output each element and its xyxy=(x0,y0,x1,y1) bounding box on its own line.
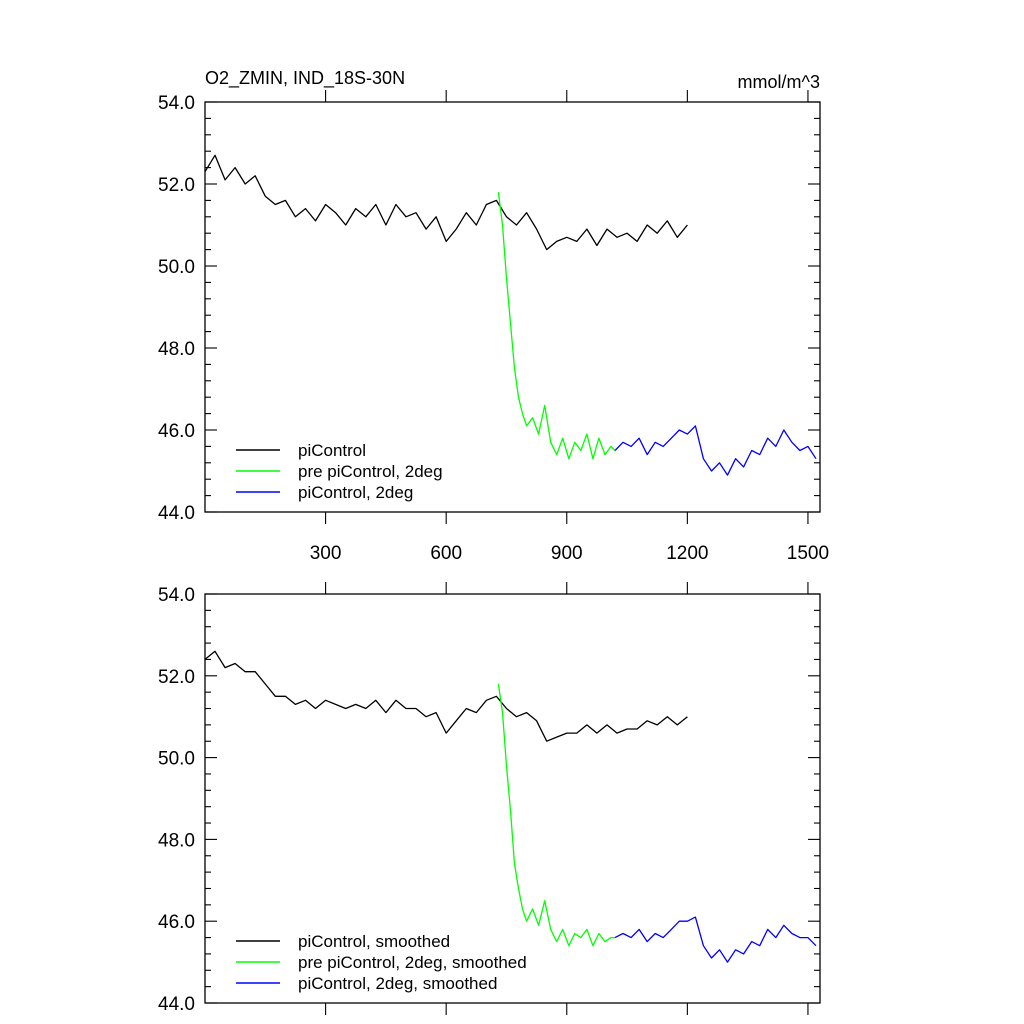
chart-panel-top: 44.0 46.0 48.0 50.0 52.0 54.0 300 600 900 1200 150… xyxy=(158,68,829,564)
x-tick-label: 1500 xyxy=(787,543,829,564)
y-tick-label: 50.0 xyxy=(158,749,195,770)
chart-title: O2_ZMIN, IND_18S-30N xyxy=(205,68,405,89)
y-tick-label: 44.0 xyxy=(158,994,195,1015)
x-tick-label: 600 xyxy=(430,543,462,564)
x-tick-label: 1200 xyxy=(666,543,708,564)
plot-frame xyxy=(204,593,821,1004)
units-label: mmol/m^3 xyxy=(738,72,820,92)
y-tick-label: 48.0 xyxy=(158,339,195,360)
plot-frame xyxy=(204,101,821,513)
x-tick-label: 900 xyxy=(551,543,583,564)
series-line xyxy=(614,425,817,476)
y-tick-label: 54.0 xyxy=(158,585,195,606)
x-tick-label: 300 xyxy=(310,543,342,564)
series-line xyxy=(497,683,615,947)
y-tick-label: 54.0 xyxy=(158,93,195,114)
legend-label: pre piControl, 2deg xyxy=(298,462,443,481)
y-tick-label: 52.0 xyxy=(158,175,195,196)
series-line xyxy=(204,650,688,742)
legend-label: piControl, 2deg, smoothed xyxy=(298,974,497,993)
y-tick-label: 46.0 xyxy=(158,421,195,442)
series-line xyxy=(614,916,817,963)
y-tick-label: 52.0 xyxy=(158,667,195,688)
legend-label: piControl, 2deg xyxy=(298,483,413,502)
y-tick-label: 46.0 xyxy=(158,912,195,933)
y-tick-label: 48.0 xyxy=(158,830,195,851)
legend-label: piControl, smoothed xyxy=(298,932,450,951)
legend-label: piControl xyxy=(298,441,366,460)
y-tick-label: 44.0 xyxy=(158,503,195,524)
y-tick-label: 50.0 xyxy=(158,257,195,278)
chart-panel-bottom: 44.0 46.0 48.0 50.0 52.0 54.0 piControl, smoot… xyxy=(158,582,821,1015)
series-line xyxy=(204,154,688,251)
legend-label: pre piControl, 2deg, smoothed xyxy=(298,953,527,972)
series-line xyxy=(497,192,616,460)
